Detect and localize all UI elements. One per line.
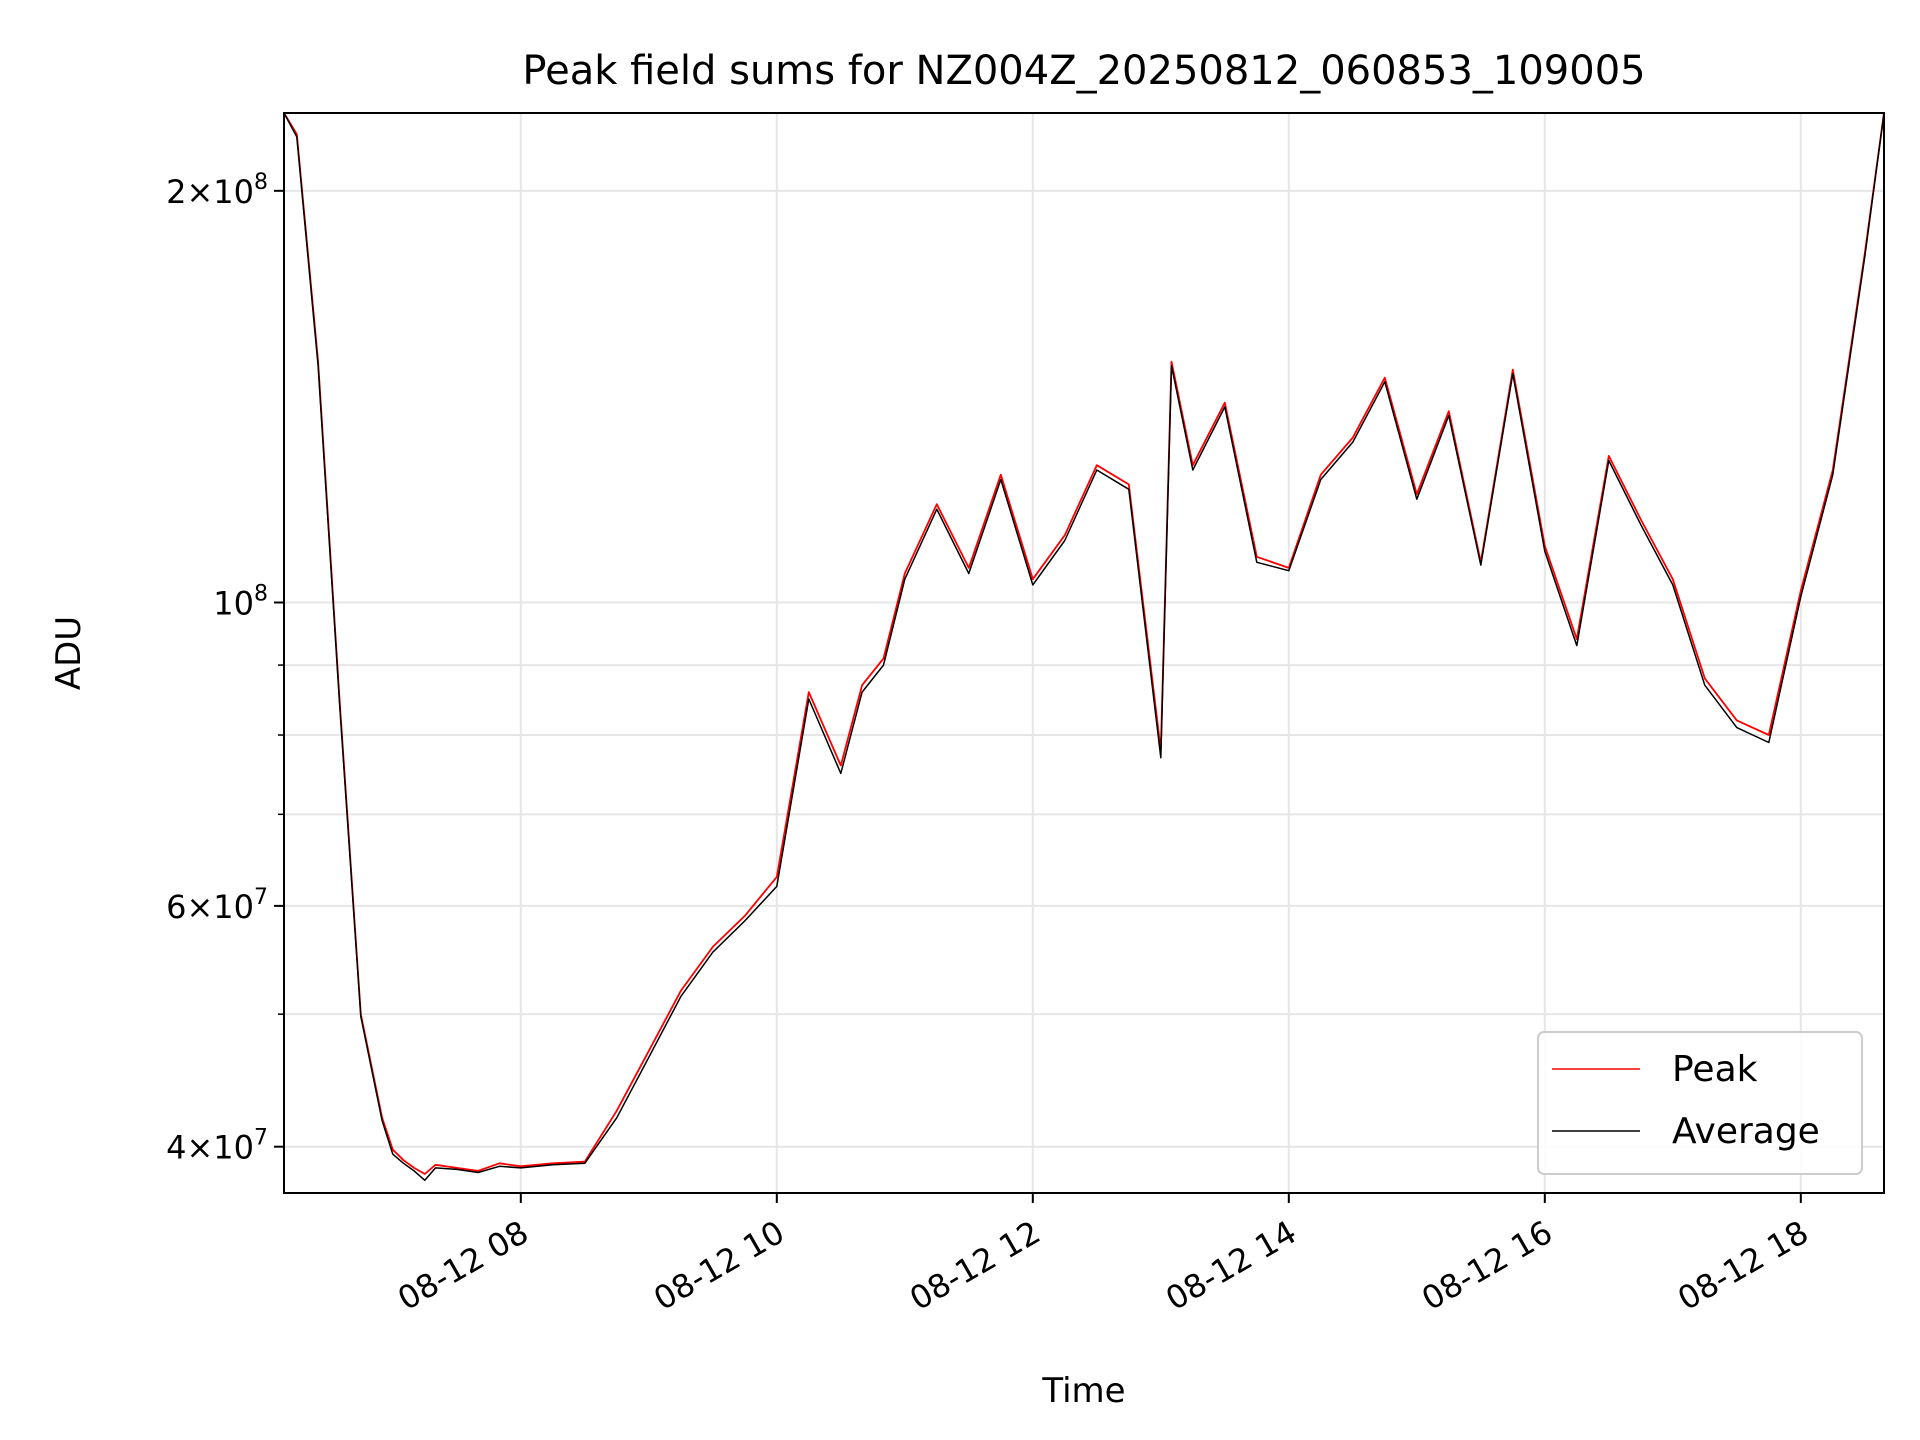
legend-label-peak: Peak: [1672, 1049, 1758, 1090]
series-group: [283, 112, 1885, 1182]
y-tick-label: 4×107: [166, 1126, 268, 1167]
legend-box: [1537, 1031, 1863, 1175]
legend-label-average: Average: [1672, 1111, 1820, 1152]
series-line-peak: [283, 112, 1885, 1175]
chart-title: Peak field sums for NZ004Z_20250812_0608…: [522, 48, 1645, 94]
grid: [284, 113, 1884, 1193]
series-line-average: [283, 112, 1885, 1182]
plot-frame: [283, 112, 1885, 1194]
y-tick-label: 2×108: [166, 170, 268, 211]
legend: Peak Average: [1537, 1031, 1863, 1175]
y-axis-label: ADU: [49, 616, 89, 690]
y-tick-label: 6×107: [166, 885, 268, 926]
y-tick-label: 108: [213, 581, 268, 622]
x-axis-label: Time: [1041, 1371, 1125, 1411]
